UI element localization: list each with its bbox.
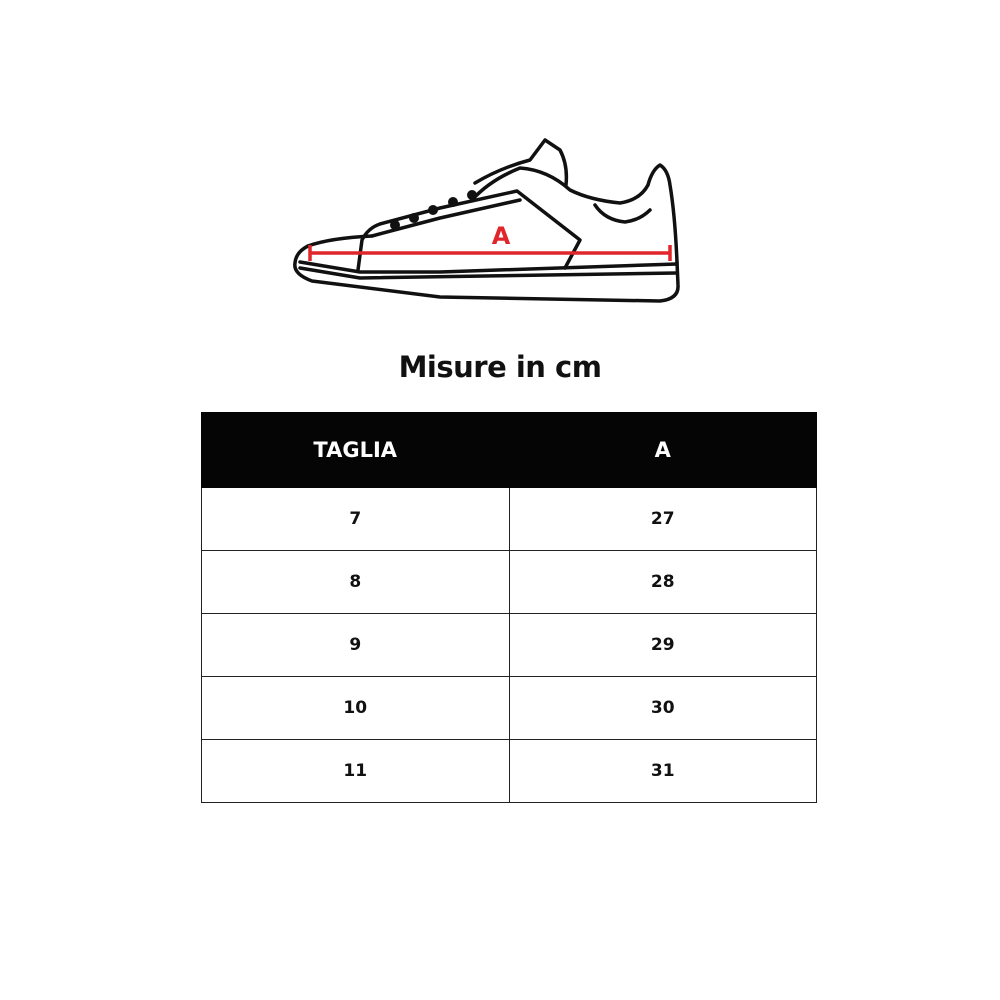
cell-taglia: 8 bbox=[201, 550, 510, 614]
table-row: 10 30 bbox=[201, 676, 817, 740]
lace-dots bbox=[390, 190, 477, 230]
cell-a: 29 bbox=[508, 613, 817, 677]
cell-a: 28 bbox=[508, 550, 817, 614]
size-table: TAGLIA A 7 27 8 28 9 29 10 30 11 31 bbox=[201, 412, 817, 803]
cell-a: 30 bbox=[508, 676, 817, 740]
table-row: 11 31 bbox=[201, 739, 817, 803]
page-title: Misure in cm bbox=[398, 350, 602, 384]
cell-a: 31 bbox=[508, 739, 817, 803]
table-row: 8 28 bbox=[201, 550, 817, 614]
shoe-diagram: A bbox=[293, 138, 680, 303]
table-row: 7 27 bbox=[201, 487, 817, 551]
cell-taglia: 11 bbox=[201, 739, 510, 803]
table-row: 9 29 bbox=[201, 613, 817, 677]
sneaker-outline-icon bbox=[293, 138, 680, 303]
column-header-a: A bbox=[508, 412, 817, 488]
cell-a: 27 bbox=[508, 487, 817, 551]
cell-taglia: 7 bbox=[201, 487, 510, 551]
cell-taglia: 9 bbox=[201, 613, 510, 677]
table-header-row: TAGLIA A bbox=[201, 412, 817, 488]
column-header-taglia: TAGLIA bbox=[201, 412, 510, 488]
measure-label: A bbox=[492, 222, 511, 250]
cell-taglia: 10 bbox=[201, 676, 510, 740]
measure-line-a bbox=[308, 245, 672, 261]
